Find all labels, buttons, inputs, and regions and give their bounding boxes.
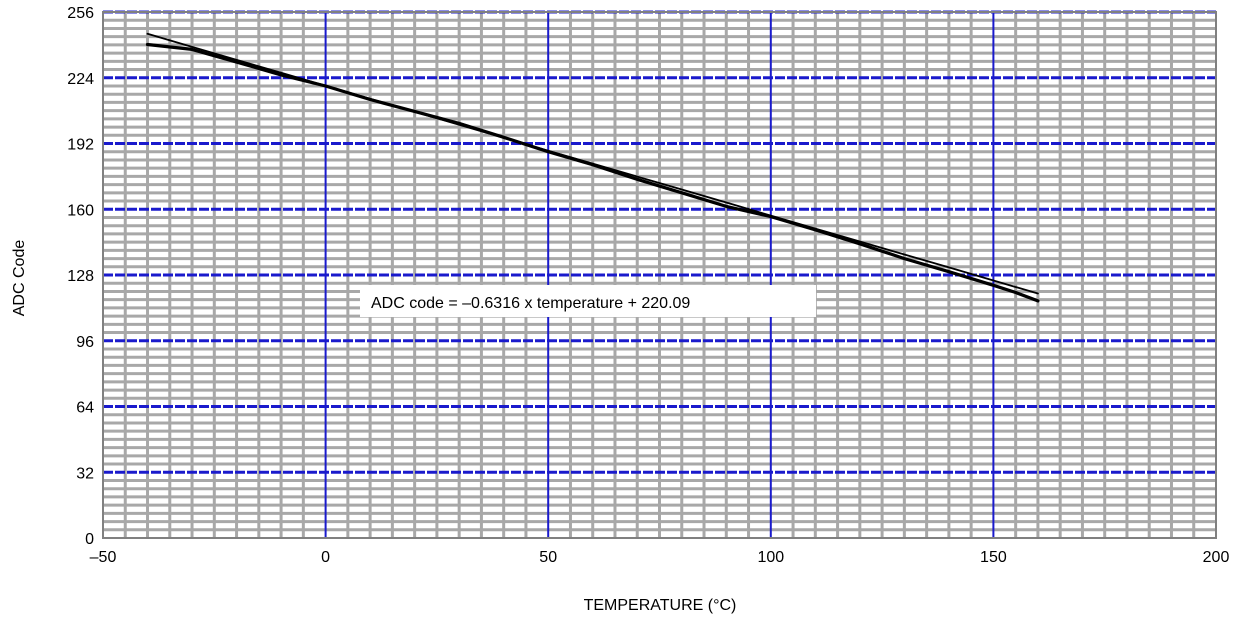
y-tick-label: 96: [76, 334, 94, 351]
x-tick-labels: –50 0 50 100 150 200: [90, 549, 1230, 566]
x-tick-label: 200: [1203, 549, 1230, 566]
series-line-1: [145, 42, 1040, 303]
plot-frame: [102, 11, 1217, 539]
x-axis-title: TEMPERATURE (°C): [584, 597, 737, 614]
annotation-background: [360, 285, 816, 317]
series-layer: [145, 32, 1040, 303]
equation-annotation: ADC code = –0.6316 x temperature + 220.0…: [371, 295, 690, 312]
x-tick-label: 0: [321, 549, 330, 566]
y-tick-label: 256: [67, 5, 94, 22]
y-tick-label: 64: [76, 400, 94, 417]
y-tick-label: 160: [67, 202, 94, 219]
y-axis-title: ADC Code: [11, 240, 28, 317]
y-tick-labels: 0 32 64 96 128 160 192 224 256: [67, 5, 94, 548]
y-tick-label: 32: [76, 465, 94, 482]
x-tick-label: –50: [90, 549, 117, 566]
y-tick-label: 192: [67, 137, 94, 154]
x-tick-label: 150: [980, 549, 1007, 566]
y-tick-label: 128: [67, 268, 94, 285]
x-tick-label: 50: [539, 549, 557, 566]
x-tick-label: 100: [757, 549, 784, 566]
series-line-2: [146, 32, 1039, 295]
y-tick-label: 224: [67, 71, 94, 88]
minor-grid: [103, 12, 1216, 538]
y-tick-label: 0: [85, 531, 94, 548]
